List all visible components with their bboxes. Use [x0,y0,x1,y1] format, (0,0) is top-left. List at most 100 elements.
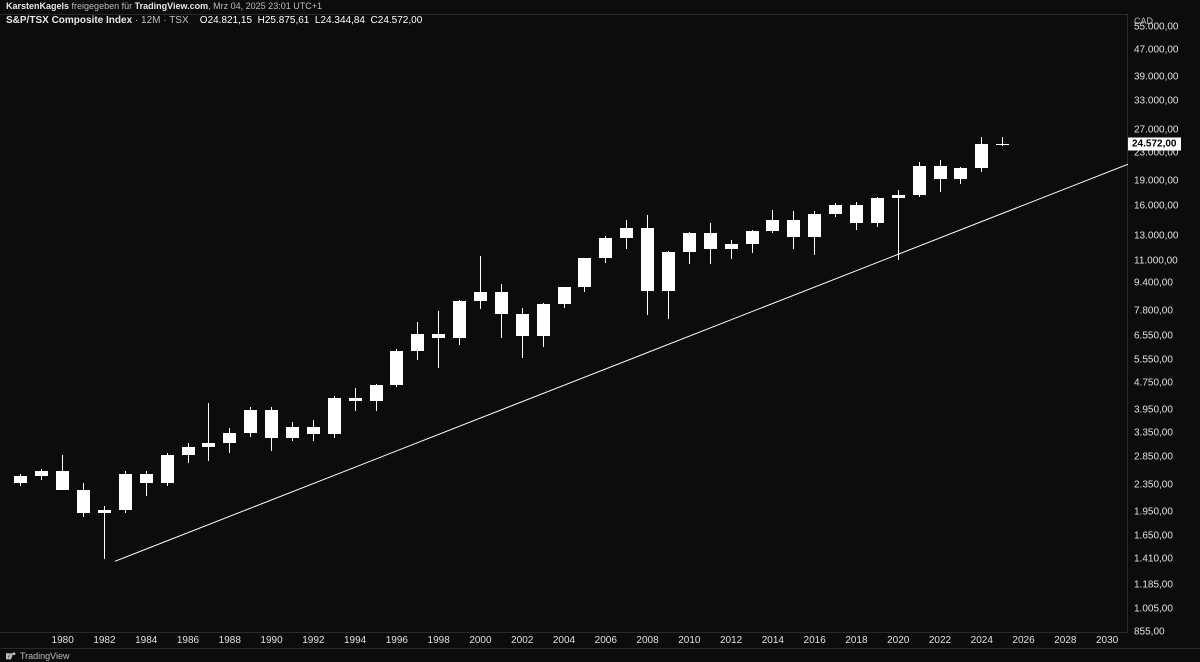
candle-body[interactable] [578,258,591,287]
candle-body[interactable] [892,195,905,198]
price-tick: 1.950,00 [1134,507,1173,518]
brand-bar: TradingView [0,648,1200,662]
price-tick: 855,00 [1134,627,1165,638]
time-tick: 2024 [971,635,993,646]
candle-body[interactable] [35,471,48,476]
candle-body[interactable] [411,334,424,352]
time-tick: 1994 [344,635,366,646]
time-tick: 2028 [1054,635,1076,646]
price-tick: 13.000,00 [1134,231,1179,242]
price-tick: 47.000,00 [1134,44,1179,55]
time-axis[interactable]: 1980198219841986198819901992199419961998… [0,632,1128,648]
candle-wick [104,506,105,559]
price-tick: 19.000,00 [1134,176,1179,187]
candle-body[interactable] [286,427,299,438]
candle-body[interactable] [829,205,842,213]
time-tick: 2026 [1012,635,1034,646]
candle-body[interactable] [307,427,320,434]
time-tick: 1998 [428,635,450,646]
candle-body[interactable] [620,228,633,238]
time-tick: 2020 [887,635,909,646]
attribution-bar: KarstenKagels freigegeben für TradingVie… [0,0,1200,14]
candle-wick [898,190,899,260]
candle-body[interactable] [641,228,654,291]
chart-root: { "header": { "author": "KarstenKagels",… [0,0,1200,662]
candle-body[interactable] [119,474,132,510]
candle-body[interactable] [140,474,153,483]
last-price-tag[interactable]: 24.572,00 [1128,137,1181,150]
time-tick: 2018 [845,635,867,646]
price-tick: 1.005,00 [1134,603,1173,614]
candle-body[interactable] [850,205,863,223]
candle-body[interactable] [746,231,759,244]
candle-body[interactable] [453,301,466,339]
time-tick: 2014 [762,635,784,646]
candle-body[interactable] [787,220,800,237]
candle-body[interactable] [182,447,195,455]
price-tick: 16.000,00 [1134,201,1179,212]
candle-body[interactable] [244,410,257,433]
candle-body[interactable] [516,314,529,336]
candle-body[interactable] [474,292,487,301]
candle-body[interactable] [223,433,236,443]
candle-body[interactable] [390,351,403,384]
candle-body[interactable] [662,252,675,291]
candle-body[interactable] [537,304,550,336]
time-tick: 2002 [511,635,533,646]
candle-body[interactable] [996,144,1009,145]
price-tick: 3.950,00 [1134,404,1173,415]
time-tick: 1988 [219,635,241,646]
candle-body[interactable] [913,166,926,195]
time-tick: 1982 [93,635,115,646]
price-axis[interactable]: CAD 855,001.005,001.185,001.410,001.650,… [1128,14,1200,632]
candle-body[interactable] [265,410,278,439]
candle-body[interactable] [704,233,717,250]
price-tick: 1.650,00 [1134,531,1173,542]
candle-body[interactable] [599,238,612,258]
candle-body[interactable] [934,166,947,179]
brand-label: TradingView [20,651,70,661]
time-tick: 1980 [52,635,74,646]
time-tick: 1986 [177,635,199,646]
candle-body[interactable] [328,398,341,435]
candle-body[interactable] [766,220,779,230]
candle-body[interactable] [161,455,174,483]
candle-body[interactable] [495,292,508,314]
candle-body[interactable] [370,385,383,401]
price-tick: 7.800,00 [1134,305,1173,316]
candle-body[interactable] [683,233,696,253]
candle-body[interactable] [808,214,821,237]
time-tick: 1984 [135,635,157,646]
tradingview-icon [6,651,16,661]
time-tick: 2008 [636,635,658,646]
price-tick: 11.000,00 [1134,255,1178,266]
author-name: KarstenKagels [6,1,69,11]
candle-body[interactable] [432,334,445,339]
candle-body[interactable] [349,398,362,402]
price-tick: 33.000,00 [1134,95,1179,106]
chart-pane[interactable] [0,14,1128,632]
price-tick: 1.185,00 [1134,579,1173,590]
candle-wick [208,403,209,460]
price-tick: 2.350,00 [1134,480,1173,491]
candle-body[interactable] [871,198,884,223]
candle-body[interactable] [56,471,69,490]
candle-body[interactable] [558,287,571,304]
trendline[interactable] [0,15,1128,633]
price-tick: 2.850,00 [1134,451,1173,462]
candle-body[interactable] [98,510,111,513]
candle-body[interactable] [954,168,967,179]
candle-body[interactable] [975,144,988,168]
candle-body[interactable] [77,490,90,513]
shared-text: freigegeben für [72,1,133,11]
price-tick: 6.550,00 [1134,330,1173,341]
time-tick: 1992 [302,635,324,646]
price-tick: 4.750,00 [1134,377,1173,388]
candle-body[interactable] [725,244,738,250]
price-tick: 39.000,00 [1134,71,1179,82]
time-tick: 2016 [804,635,826,646]
time-tick: 2030 [1096,635,1118,646]
candle-body[interactable] [202,443,215,447]
candle-body[interactable] [14,476,27,483]
publish-timestamp: Mrz 04, 2025 23:01 UTC+1 [213,1,322,11]
